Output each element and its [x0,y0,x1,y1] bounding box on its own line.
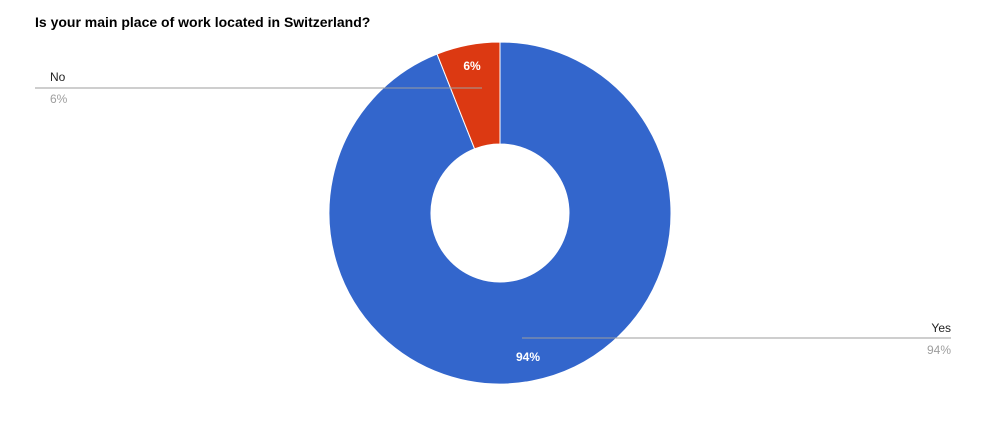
slice-label-no: 6% [463,59,481,73]
slice-no[interactable] [436,41,501,150]
chart-title: Is your main place of work located in Sw… [35,14,371,30]
slice-label-yes: 94% [516,350,540,364]
legend-label-yes: Yes [931,321,951,335]
slice-yes[interactable] [328,41,672,385]
legend-value-yes: 94% [927,343,951,357]
legend-value-no: 6% [50,92,68,106]
legend-label-no: No [50,70,66,84]
